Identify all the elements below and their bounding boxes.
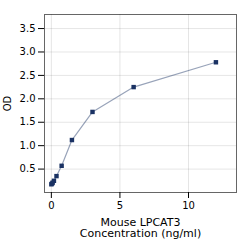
svg-text:3.5: 3.5 [20, 23, 36, 34]
svg-text:10: 10 [182, 200, 195, 211]
svg-text:Mouse LPCAT3Concentration (ng/: Mouse LPCAT3Concentration (ng/ml) [80, 216, 201, 240]
svg-text:0: 0 [48, 200, 54, 211]
svg-text:3.0: 3.0 [20, 46, 36, 57]
svg-text:0.5: 0.5 [20, 163, 36, 174]
svg-text:5: 5 [117, 200, 123, 211]
svg-text:1.0: 1.0 [20, 140, 36, 151]
svg-text:OD: OD [2, 95, 13, 111]
svg-text:2.5: 2.5 [20, 70, 36, 81]
svg-text:1.5: 1.5 [20, 116, 36, 127]
svg-text:2.0: 2.0 [20, 93, 36, 104]
